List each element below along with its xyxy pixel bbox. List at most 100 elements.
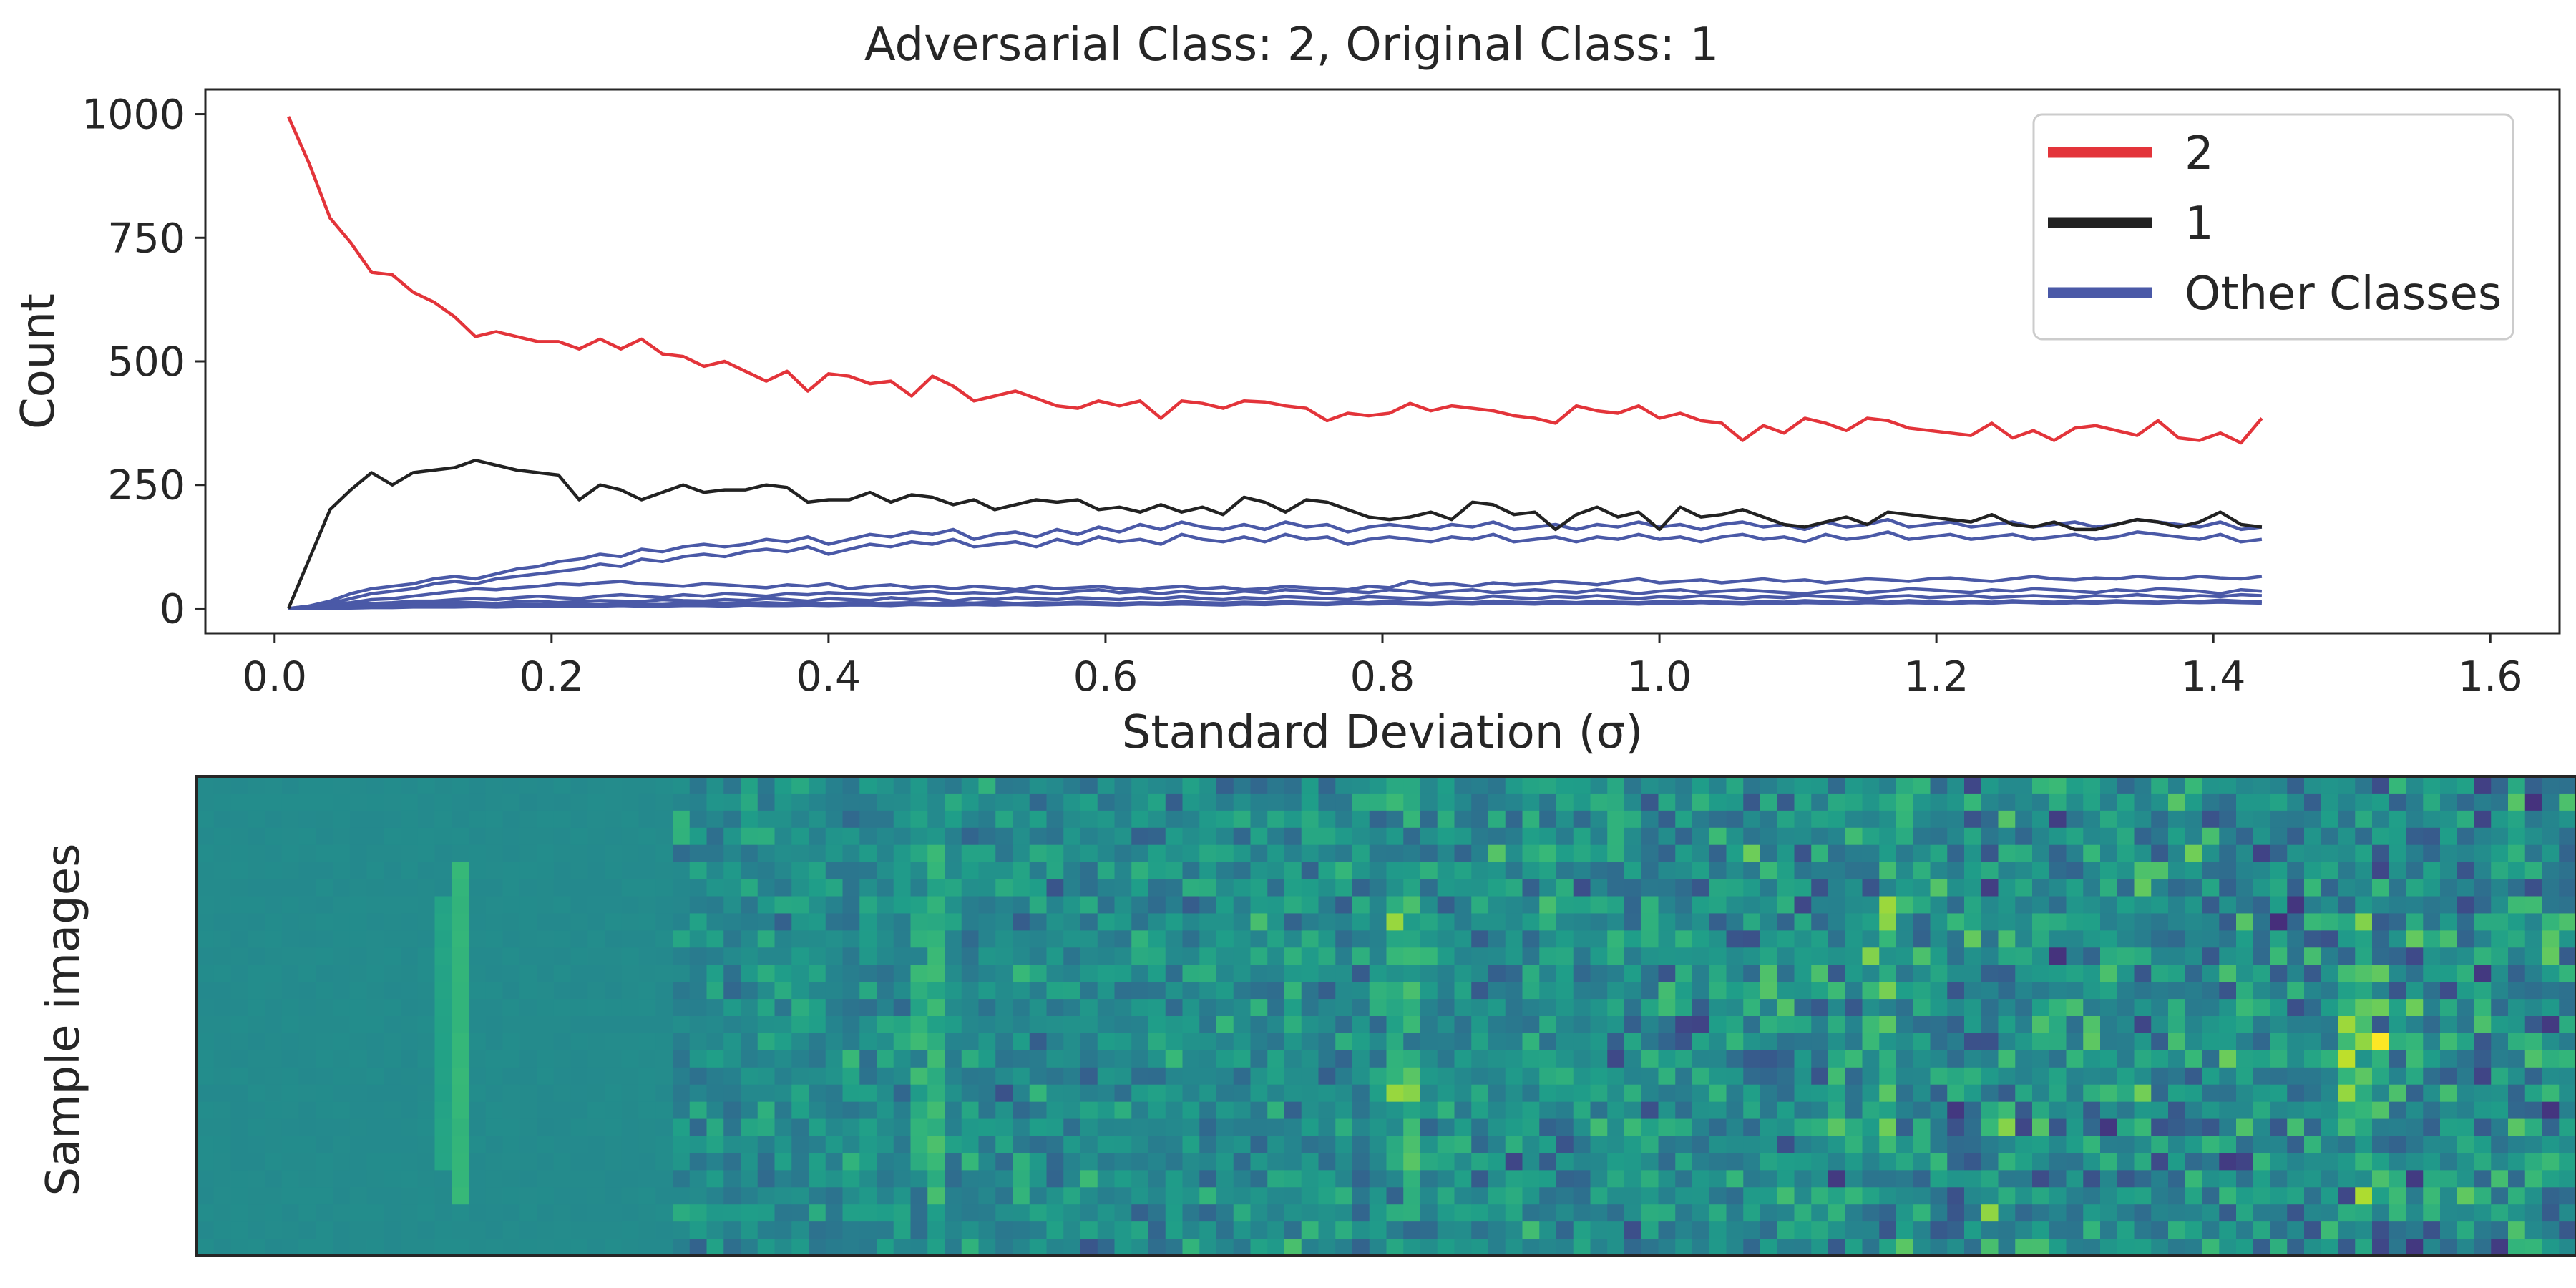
heatmap-cell xyxy=(2524,1118,2543,1137)
heatmap-cell xyxy=(1403,1153,1421,1171)
heatmap-cell xyxy=(638,1153,656,1171)
heatmap-cell xyxy=(2372,947,2390,965)
heatmap-cell xyxy=(1930,1118,1948,1137)
heatmap-cell xyxy=(2100,930,2118,948)
heatmap-cell xyxy=(2440,1101,2458,1120)
heatmap-cell xyxy=(2491,879,2509,897)
heatmap-cell xyxy=(1658,776,1676,794)
heatmap-cell xyxy=(927,1118,945,1137)
heatmap-cell xyxy=(1301,1050,1319,1068)
heatmap-cell xyxy=(621,965,640,982)
heatmap-cell xyxy=(384,776,401,794)
heatmap-cell xyxy=(1284,810,1302,829)
heatmap-cell xyxy=(1930,1050,1948,1068)
heatmap-cell xyxy=(298,879,316,897)
heatmap-cell xyxy=(945,793,962,811)
heatmap-cell xyxy=(519,999,537,1017)
heatmap-cell xyxy=(401,1016,419,1034)
heatmap-cell xyxy=(230,896,248,914)
heatmap-cell xyxy=(2083,982,2101,1000)
heatmap-cell xyxy=(401,827,419,846)
heatmap-cell xyxy=(1828,1187,1846,1205)
heatmap-cell xyxy=(281,896,300,914)
heatmap-cell xyxy=(1233,982,1252,1000)
heatmap-cell xyxy=(434,776,452,794)
heatmap-cell xyxy=(1352,827,1370,846)
heatmap-cell xyxy=(1998,1221,2016,1239)
heatmap-cell xyxy=(2542,1084,2560,1103)
heatmap-cell xyxy=(1539,1221,1557,1239)
heatmap-cell xyxy=(1013,896,1030,914)
heatmap-cell xyxy=(1607,862,1625,880)
heatmap-cell xyxy=(2168,1101,2186,1120)
heatmap-cell xyxy=(469,982,487,1000)
heatmap-cell xyxy=(1539,913,1557,931)
heatmap-cell xyxy=(706,827,724,846)
heatmap-cell xyxy=(1199,965,1217,982)
heatmap-cell xyxy=(1675,879,1693,897)
heatmap-cell xyxy=(2559,1153,2576,1171)
heatmap-cell xyxy=(1590,844,1608,863)
heatmap-cell xyxy=(1029,1033,1048,1051)
heatmap-cell xyxy=(1607,1101,1625,1120)
heatmap-cell xyxy=(1981,1170,1999,1188)
heatmap-cell xyxy=(298,1016,316,1034)
heatmap-cell xyxy=(1828,1136,1846,1154)
heatmap-cell xyxy=(1046,1084,1064,1103)
heatmap-cell xyxy=(621,1170,640,1188)
heatmap-cell xyxy=(417,913,436,931)
heatmap-cell xyxy=(927,1101,945,1120)
heatmap-cell xyxy=(452,930,469,948)
heatmap-cell xyxy=(2015,1016,2033,1034)
heatmap-cell xyxy=(537,999,555,1017)
heatmap-cell xyxy=(1488,879,1506,897)
heatmap-cell xyxy=(1743,913,1761,931)
heatmap-cell xyxy=(995,1153,1013,1171)
heatmap-cell xyxy=(995,896,1013,914)
heatmap-cell xyxy=(401,879,419,897)
heatmap-cell xyxy=(1013,810,1030,829)
heatmap-cell xyxy=(1199,1101,1217,1120)
heatmap-cell xyxy=(995,1101,1013,1120)
heatmap-cell xyxy=(1267,947,1285,965)
heatmap-cell xyxy=(265,1067,283,1085)
heatmap-cell xyxy=(1013,1170,1030,1188)
heatmap-cell xyxy=(1267,1033,1285,1051)
heatmap-cell xyxy=(1556,947,1574,965)
heatmap-cell xyxy=(2559,844,2576,863)
heatmap-cell xyxy=(1199,1033,1217,1051)
heatmap-cell xyxy=(706,947,724,965)
heatmap-cell xyxy=(1080,1136,1098,1154)
heatmap-cell xyxy=(349,862,368,880)
heatmap-cell xyxy=(621,913,640,931)
heatmap-cell xyxy=(1046,793,1064,811)
heatmap-cell xyxy=(417,1067,436,1085)
heatmap-cell xyxy=(452,879,469,897)
heatmap-cell xyxy=(1437,947,1455,965)
heatmap-cell xyxy=(485,1136,504,1154)
heatmap-cell xyxy=(1607,1084,1625,1103)
heatmap-cell xyxy=(197,1136,215,1154)
heatmap-cell xyxy=(2168,1239,2186,1257)
heatmap-cell xyxy=(230,844,248,863)
heatmap-cell xyxy=(842,879,860,897)
heatmap-cell xyxy=(1063,896,1081,914)
heatmap-cell xyxy=(1590,776,1608,794)
heatmap-cell xyxy=(1505,896,1523,914)
heatmap-cell xyxy=(2117,896,2135,914)
heatmap-cell xyxy=(2049,913,2067,931)
heatmap-cell xyxy=(655,947,673,965)
heatmap-cell xyxy=(434,810,452,829)
heatmap-cell xyxy=(1964,879,1982,897)
heatmap-cell xyxy=(825,1204,844,1222)
heatmap-cell xyxy=(2542,862,2560,880)
heatmap-cell xyxy=(2168,827,2186,846)
heatmap-cell xyxy=(1284,1136,1302,1154)
heatmap-cell xyxy=(638,982,656,1000)
heatmap-cell xyxy=(961,1067,980,1085)
heatmap-cell xyxy=(877,1221,894,1239)
heatmap-cell xyxy=(757,776,776,794)
heatmap-cell xyxy=(1760,776,1778,794)
heatmap-cell xyxy=(366,1084,384,1103)
heatmap-cell xyxy=(230,1016,248,1034)
